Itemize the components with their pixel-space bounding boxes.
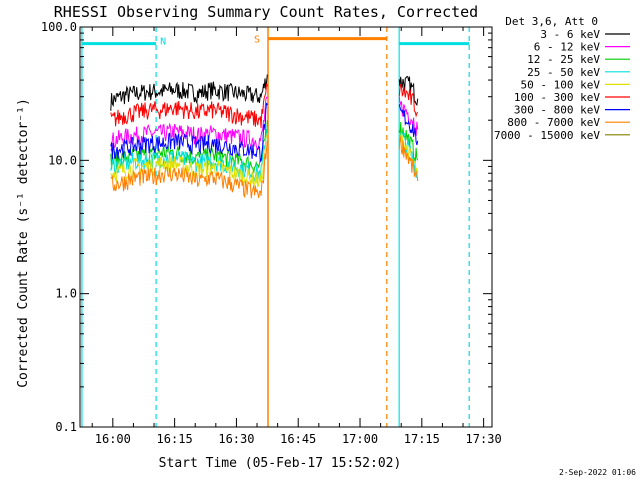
- series-line: [398, 104, 419, 146]
- x-tick-label: 16:15: [157, 432, 193, 446]
- series-line: [110, 102, 268, 164]
- x-tick-label: 17:30: [466, 432, 502, 446]
- series-line: [110, 133, 268, 188]
- plot-frame: [79, 26, 493, 428]
- axes: 0.1 1.0 10.0 100.0 16:00 16:15 16:30 16:45 17:00…: [41, 20, 502, 446]
- saa-label: S: [254, 35, 260, 46]
- y-axis-label: Corrected Count Rate (s⁻¹ detector⁻¹): [16, 98, 31, 388]
- legend-entry: 25 - 50 keV: [527, 66, 600, 79]
- legend-entry: 12 - 25 keV: [527, 53, 600, 66]
- legend-title: Det 3,6, Att 0: [505, 15, 598, 28]
- x-tick-label: 16:30: [218, 432, 254, 446]
- legend-entry: 6 - 12 keV: [534, 41, 601, 54]
- series-line: [110, 83, 268, 129]
- legend-entry: 7000 - 15000 keV: [494, 129, 600, 142]
- series-line: [110, 96, 268, 153]
- series-line: [398, 75, 419, 107]
- series-line: [398, 130, 419, 179]
- y-tick-label: 0.1: [55, 420, 77, 434]
- y-tick-label: 1.0: [55, 287, 77, 301]
- x-axis-label: Start Time (05-Feb-17 15:52:02): [159, 456, 402, 471]
- legend-entry: 3 - 6 keV: [540, 28, 600, 41]
- chart-title: RHESSI Observing Summary Count Rates, Co…: [54, 3, 478, 21]
- legend-entry: 50 - 100 keV: [521, 78, 601, 91]
- legend-entry: 100 - 300 keV: [514, 91, 600, 104]
- night-label: N: [160, 37, 166, 48]
- footer-date: 2-Sep-2022 01:06: [559, 468, 636, 477]
- series-line: [110, 140, 268, 199]
- x-tick-label: 17:15: [404, 432, 440, 446]
- series-line: [110, 74, 268, 111]
- series-line: [398, 83, 419, 118]
- legend-entry: 800 - 7000 keV: [507, 116, 600, 129]
- series-line: [110, 126, 268, 183]
- y-tick-label: 10.0: [48, 153, 77, 167]
- x-tick-label: 17:00: [342, 432, 378, 446]
- y-tick-label: 100.0: [41, 20, 77, 34]
- series-line: [398, 136, 419, 182]
- legend-entry: 300 - 800 keV: [514, 104, 600, 117]
- x-tick-label: 16:45: [280, 432, 316, 446]
- x-tick-label: 16:00: [95, 432, 131, 446]
